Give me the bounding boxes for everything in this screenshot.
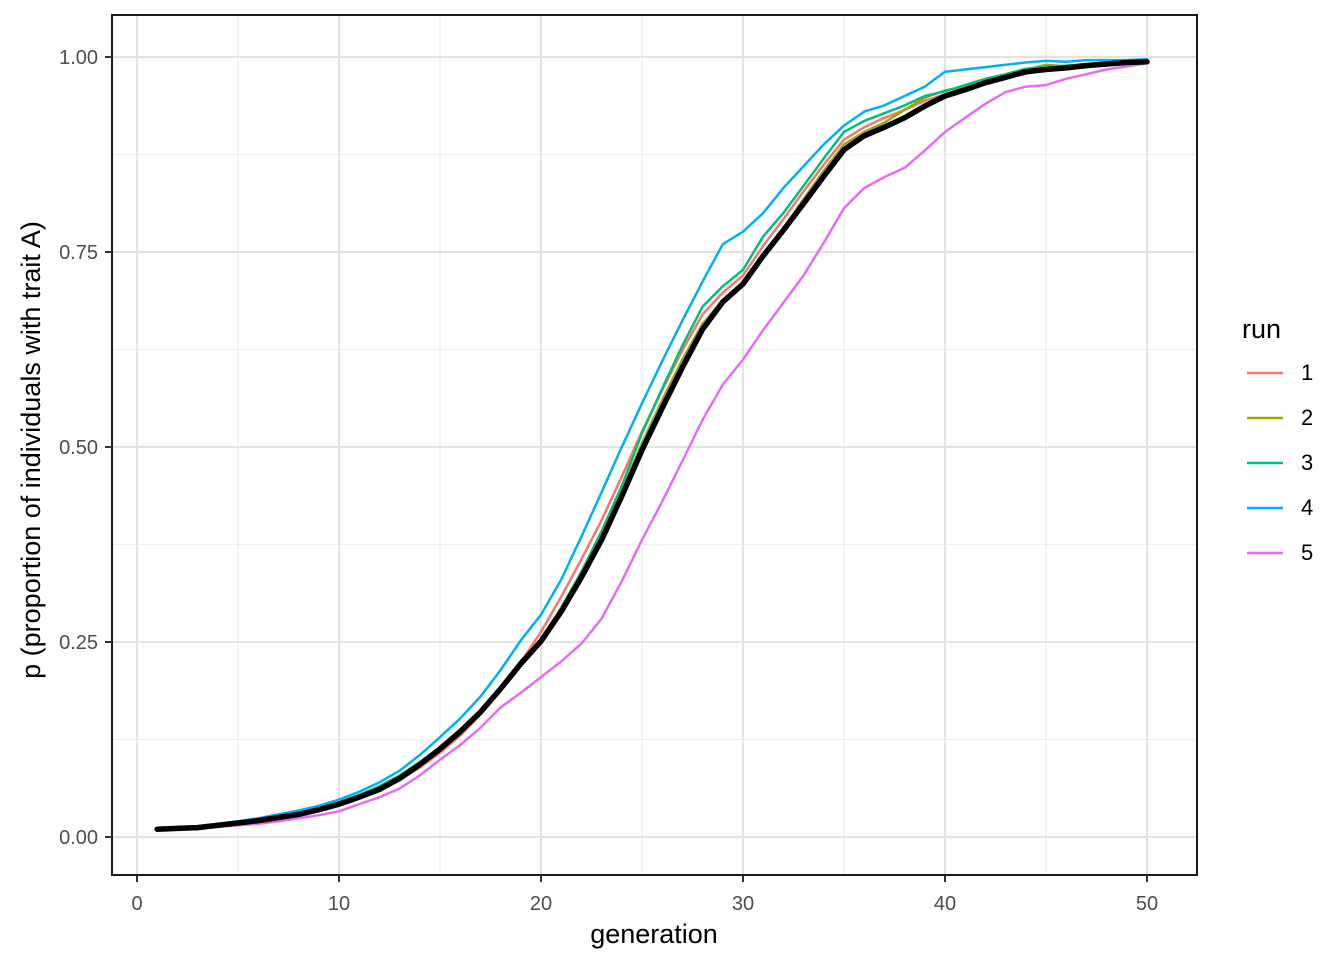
minor-gridlines [112, 15, 1197, 875]
series-line-run-4 [155, 58, 1149, 831]
x-tick-label: 10 [328, 893, 350, 915]
x-tick-label: 20 [530, 893, 552, 915]
series-lines [154, 58, 1150, 832]
y-axis-title: p (proportion of individuals with trait … [16, 221, 46, 679]
legend-label-run-4: 4 [1301, 495, 1313, 520]
x-tick-label: 0 [131, 893, 142, 915]
legend-label-run-1: 1 [1301, 360, 1313, 385]
legend-item-run-3: 3 [1247, 450, 1313, 475]
y-tick-label: 0.50 [59, 437, 98, 459]
series-line-run-5 [155, 61, 1149, 832]
y-tick-label: 0.75 [59, 242, 98, 264]
major-gridlines [112, 15, 1197, 875]
legend-item-run-4: 4 [1247, 495, 1313, 520]
series-line-run-2 [155, 59, 1149, 831]
y-tick-label: 0.25 [59, 632, 98, 654]
legend-label-run-5: 5 [1301, 540, 1313, 565]
axis-ticks: 0 10 20 30 40 50 0.00 0.25 0.50 0.75 1.00 [59, 47, 1158, 915]
legend: run 1 2 3 4 5 [1242, 314, 1313, 565]
x-tick-label: 40 [934, 893, 956, 915]
x-tick-label: 30 [732, 893, 754, 915]
legend-item-run-2: 2 [1247, 405, 1313, 430]
legend-title: run [1242, 314, 1281, 344]
x-axis-title: generation [590, 919, 718, 949]
y-tick-label: 0.00 [59, 827, 98, 849]
x-tick-label: 50 [1136, 893, 1158, 915]
panel-border [111, 14, 1198, 876]
legend-item-run-1: 1 [1247, 360, 1313, 385]
legend-label-run-2: 2 [1301, 405, 1313, 430]
legend-label-run-3: 3 [1301, 450, 1313, 475]
y-tick-label: 1.00 [59, 47, 98, 69]
series-line-mean [154, 58, 1150, 832]
series-line-run-3 [155, 59, 1149, 831]
legend-item-run-5: 5 [1247, 540, 1313, 565]
